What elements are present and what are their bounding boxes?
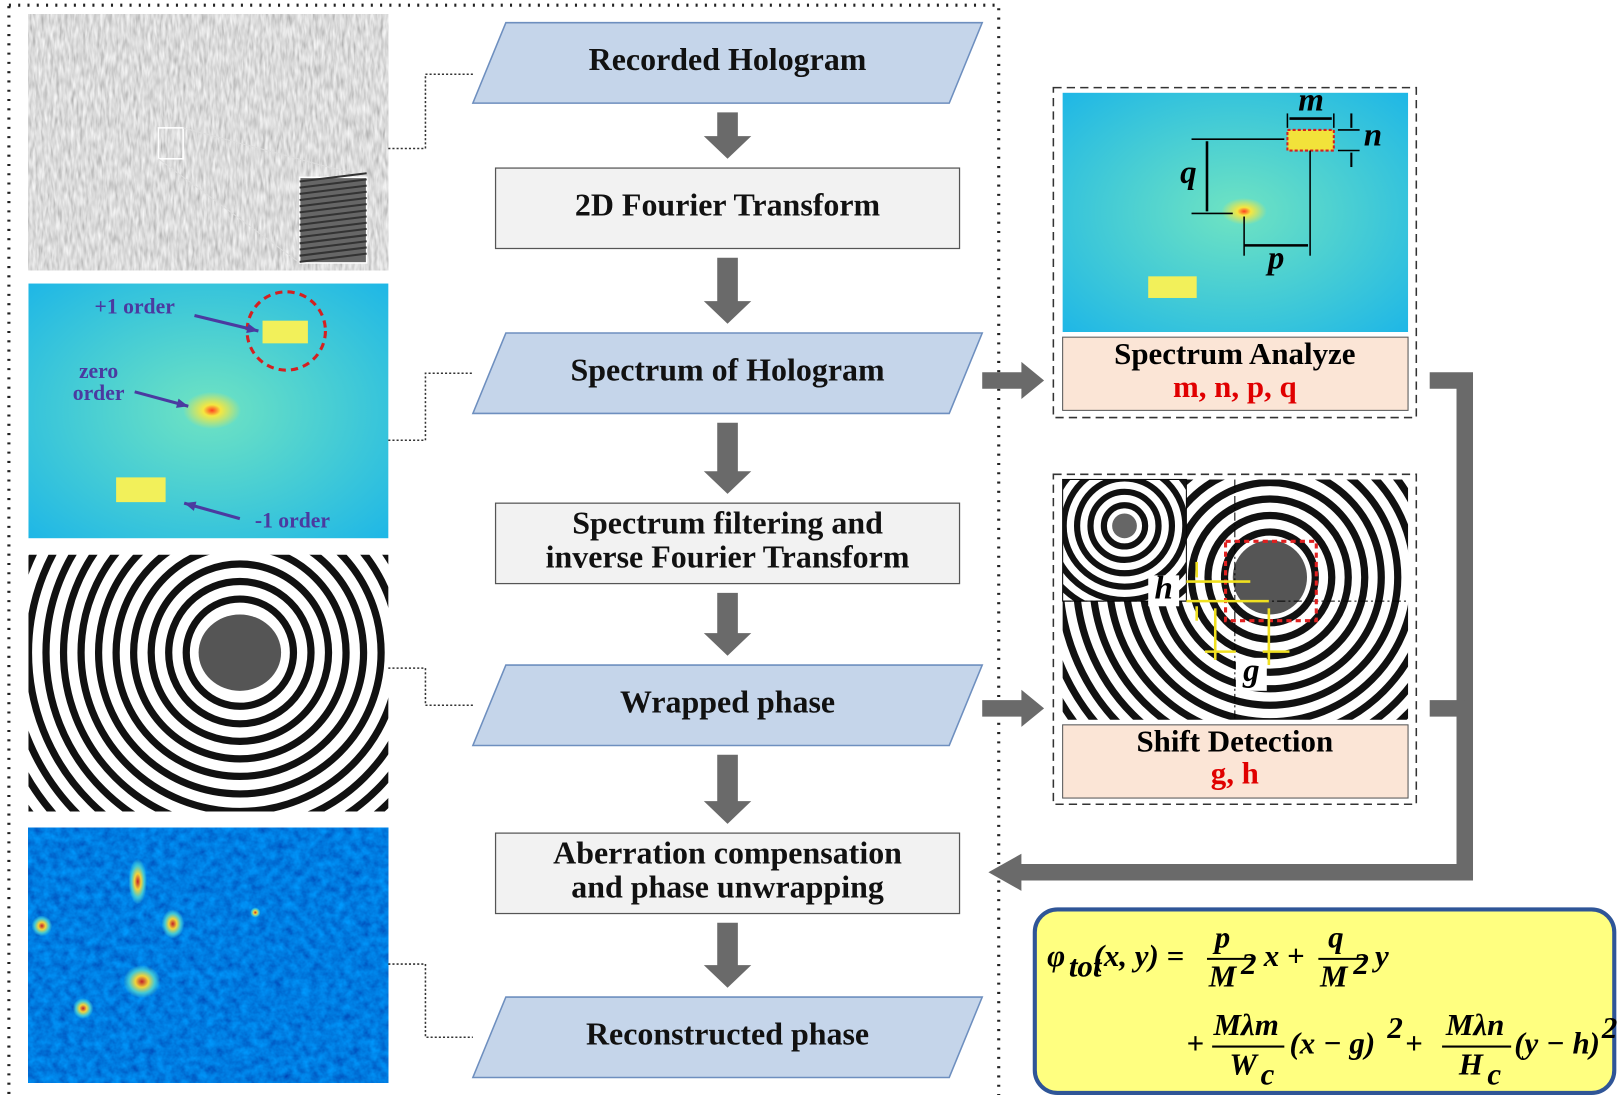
step-label: Reconstructed phase [586, 1017, 869, 1052]
spectrum-minus [1148, 276, 1196, 298]
formula-part: W [1229, 1046, 1259, 1081]
symbol: g [1242, 653, 1260, 689]
annotation: zero [79, 359, 118, 383]
cell [123, 965, 160, 998]
step-label: Spectrum of Hologram [570, 353, 885, 388]
spectrum-minus [116, 477, 165, 502]
step-label: Wrapped phase [620, 685, 835, 720]
panel-params: g, h [1211, 755, 1259, 790]
connector [388, 373, 473, 440]
connector [388, 668, 473, 705]
cell [161, 909, 184, 938]
symbol: n [1364, 118, 1382, 154]
step-label: Aberration compensation [553, 836, 902, 871]
spectrum-plus [263, 321, 308, 344]
flow-arrow [704, 112, 751, 158]
cell [128, 859, 147, 904]
formula-part: H [1458, 1046, 1484, 1081]
spectrum-zero [183, 392, 241, 429]
formula-part: 2 [1601, 1010, 1617, 1045]
symbol: q [1180, 155, 1197, 191]
panel-title: Spectrum Analyze [1114, 336, 1355, 371]
formula-part: Mλm [1213, 1007, 1279, 1042]
formula-part: Mλn [1445, 1007, 1504, 1042]
annotation: +1 order [95, 294, 176, 318]
formula-part: + [1405, 1026, 1423, 1061]
page: Hologram processing flow {"flow": {"step… [0, 0, 1618, 1095]
formula-part: 2 [1386, 1010, 1402, 1045]
step-label: Spectrum filtering and [572, 506, 883, 541]
flow-arrow [704, 593, 751, 656]
formula-part: (x − g) [1289, 1026, 1375, 1061]
formula-part: c [1487, 1057, 1501, 1092]
side-arrow [982, 690, 1044, 727]
formula-part: q [1328, 919, 1343, 954]
cell [73, 998, 94, 1019]
formula-part: 2 [1240, 946, 1256, 981]
formula-part: (x, y) = [1094, 938, 1185, 973]
diagram: +1 order zeroorder -1 order Recorded Hologr… [0, 0, 1618, 1095]
formula-part: φ [1047, 938, 1065, 973]
symbol: h [1155, 570, 1173, 606]
connector [388, 74, 473, 148]
symbol: p [1265, 240, 1285, 276]
spectrum-plus [1287, 130, 1333, 151]
flow-arrow [704, 755, 751, 824]
flow-arrow [704, 258, 751, 324]
step-label: 2D Fourier Transform [575, 188, 881, 223]
formula-part: M [1208, 959, 1238, 994]
formula-part: 2 [1352, 946, 1368, 981]
formula-part: p [1212, 919, 1230, 954]
reconstructed-image [28, 828, 388, 1083]
step-label: inverse Fourier Transform [546, 540, 910, 575]
formula-part: x + [1263, 938, 1305, 973]
feedback-head [988, 854, 1021, 891]
formula-part: c [1261, 1057, 1275, 1092]
connector [388, 964, 473, 1037]
cell [250, 907, 260, 917]
annotation: order [73, 381, 125, 405]
annotation: -1 order [255, 509, 331, 533]
wrapped-center [199, 615, 281, 691]
panel-params: m, n, p, q [1173, 369, 1297, 404]
flow-arrow [704, 423, 751, 494]
side-arrow [982, 362, 1044, 399]
body: +1 order zeroorder -1 order Recorded Hologr… [0, 0, 1618, 1095]
shift-center [1233, 540, 1307, 614]
formula-box [1035, 909, 1614, 1093]
step-label: and phase unwrapping [571, 870, 884, 905]
formula-part: + [1186, 1026, 1204, 1061]
flow-arrow [704, 923, 751, 988]
inset-center [1112, 513, 1137, 538]
symbol: m [1298, 83, 1324, 119]
panel-title: Shift Detection [1136, 724, 1333, 759]
cell [32, 916, 53, 937]
step-label: Recorded Hologram [589, 42, 867, 77]
formula-part: (y − h) [1514, 1026, 1600, 1061]
formula-part: M [1319, 959, 1349, 994]
